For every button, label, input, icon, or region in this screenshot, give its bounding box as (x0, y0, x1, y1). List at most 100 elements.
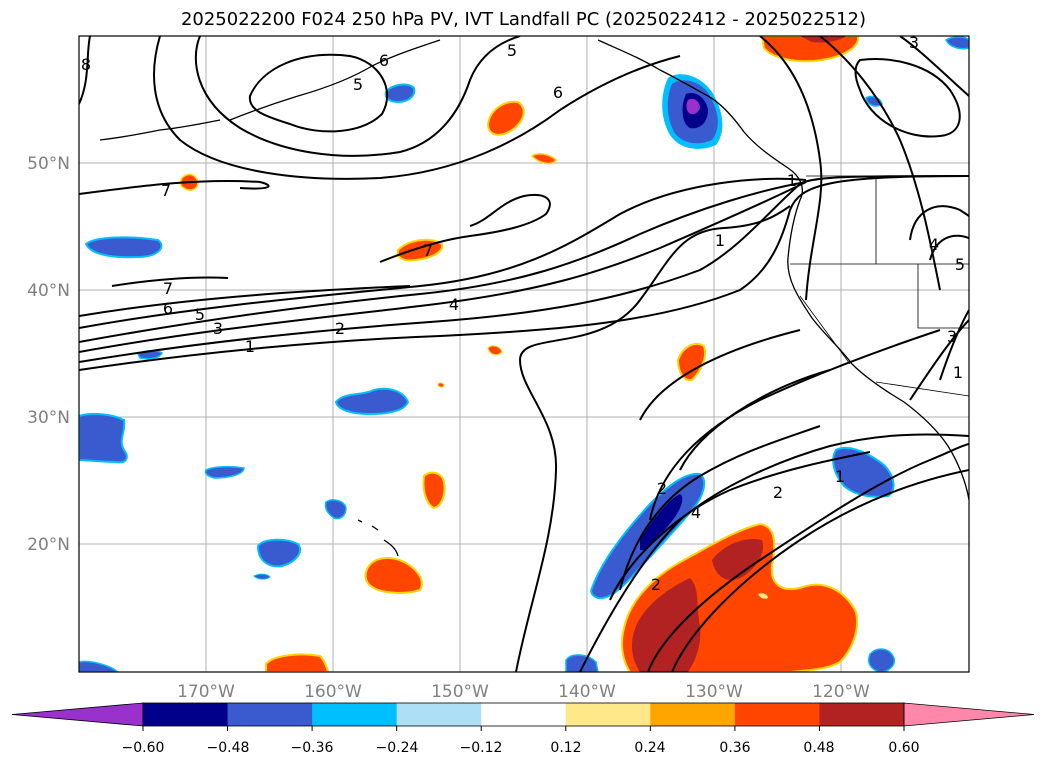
colorbar-segment (481, 703, 567, 726)
pv-positive-region (760, 36, 860, 63)
pv-shading (79, 36, 969, 672)
contour-line (379, 194, 551, 263)
colorbar-tick-label: −0.24 (376, 740, 419, 756)
contour-label: 1 (835, 467, 845, 486)
contour-line (515, 205, 791, 672)
chart-title: 2025022200 F024 250 hPa PV, IVT Landfall… (180, 9, 867, 30)
contour-labels: 8 6 5 6 5 7 7 7 6 5 3 2 1 4 1 2 4 2 2 1 (81, 33, 965, 594)
contour-line (909, 205, 969, 241)
y-tick-label: 40°N (27, 281, 70, 301)
contour-line (679, 369, 831, 471)
pv-positive-region (487, 345, 503, 356)
contour-label: 3 (909, 33, 919, 52)
colorbar-segment (819, 703, 905, 726)
contour-label: 6 (163, 299, 173, 318)
coastlines (99, 39, 969, 557)
pv-negative-region (79, 412, 128, 464)
contour-line (79, 36, 91, 105)
contour-label: 2 (335, 319, 345, 338)
colorbar-extend-low (11, 702, 144, 727)
contour-line (899, 36, 969, 97)
contour-label: 2 (773, 483, 783, 502)
pv-negative-region (868, 648, 896, 672)
contour-label: 5 (353, 75, 363, 94)
y-tick-label: 30°N (27, 408, 70, 428)
pv-negative-region (324, 499, 347, 520)
pv-negative-region (79, 660, 120, 672)
x-tick-label: 160°W (304, 682, 362, 702)
colorbar-ticks (142, 726, 905, 731)
plot-area: 8 6 5 6 5 7 7 7 6 5 3 2 1 4 1 2 4 2 2 1 (78, 33, 970, 673)
contour-label: 4 (691, 503, 701, 522)
pv-negative-region (686, 98, 700, 115)
colorbar-tick-label: 0.24 (634, 740, 665, 756)
pv-negative-region (256, 538, 301, 568)
contour-line (79, 175, 969, 363)
border-state (917, 264, 969, 329)
contour-label: 7 (161, 181, 171, 200)
pv-negative-region (253, 573, 271, 580)
x-tick-label: 130°W (685, 682, 743, 702)
pv-positive-region (712, 538, 764, 580)
colorbar-segment (143, 703, 229, 726)
colorbar-tick-label: 0.12 (550, 740, 581, 756)
colorbar-tick-label: −0.36 (291, 740, 334, 756)
border-us-mexico (875, 381, 969, 397)
pv-negative-region (84, 236, 163, 259)
contour-line (79, 179, 270, 195)
pv-negative-region (204, 465, 245, 479)
contour-label: 2 (657, 479, 667, 498)
contour-line (929, 234, 969, 261)
contour-line (854, 58, 961, 138)
coastline-alaska (229, 39, 441, 121)
pv-positive-region (758, 593, 768, 599)
y-tick-label: 50°N (27, 154, 70, 174)
pv-negative-region (640, 494, 683, 551)
contour-line (248, 53, 388, 133)
colorbar-tick-label: −0.48 (207, 740, 250, 756)
colorbar-tick-label: 0.60 (888, 740, 919, 756)
pv-positive-region (486, 100, 525, 136)
colorbar-segment (734, 703, 820, 726)
x-tick-label: 120°W (812, 682, 870, 702)
contour-label: 5 (507, 41, 517, 60)
colorbar-segment (227, 703, 313, 726)
border-state (799, 295, 851, 365)
colorbar-segment (565, 703, 651, 726)
y-tick-label: 20°N (27, 535, 70, 555)
contour-label: 2 (651, 575, 661, 594)
colorbar-tick-label: 0.48 (803, 740, 834, 756)
x-tick-label: 150°W (431, 682, 489, 702)
contour-line (79, 181, 807, 353)
pv-negative-region (384, 83, 416, 104)
colorbar-labels: −0.60 −0.48 −0.36 −0.24 −0.12 0.12 0.24 … (122, 740, 920, 756)
contour-label: 6 (553, 83, 563, 102)
contour-line (619, 425, 821, 591)
contour-label: 1 (953, 363, 963, 382)
contour-line (939, 309, 969, 381)
contour-line (153, 36, 681, 180)
colorbar-extend-high (903, 702, 1035, 727)
colorbar-tick-label: 0.36 (719, 740, 750, 756)
contour-label: 4 (449, 295, 459, 314)
contour-label: 5 (195, 305, 205, 324)
contour-label: 1 (715, 231, 725, 250)
contour-line (759, 36, 823, 301)
contour-line (649, 329, 941, 521)
pv-positive-region (422, 471, 446, 510)
contour-line (111, 276, 229, 287)
contour-line (579, 433, 969, 672)
plot-frame (78, 35, 970, 673)
contour-line (79, 175, 969, 371)
colorbar-tick-label: −0.60 (122, 740, 165, 756)
contour-line (79, 285, 411, 317)
contour-label: 1 (245, 337, 255, 356)
contour-label: 6 (379, 51, 389, 70)
pv-positive-region (437, 382, 445, 388)
contour-line (819, 36, 941, 291)
contour-label: 3 (947, 327, 957, 346)
contour-label: 8 (81, 55, 91, 74)
contour-label: 7 (163, 279, 173, 298)
contour-line (194, 36, 521, 157)
